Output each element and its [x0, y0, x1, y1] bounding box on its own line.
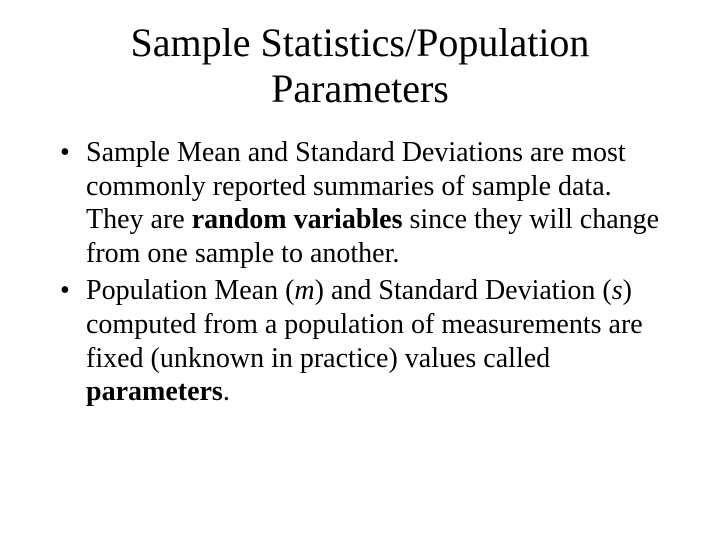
bullet-text: . [223, 376, 230, 407]
slide-title: Sample Statistics/Population Parameters [50, 20, 670, 112]
bold-text: random variables [192, 204, 403, 235]
bullet-text: Population Mean ( [86, 275, 294, 306]
slide: Sample Statistics/Population Parameters … [0, 0, 720, 540]
sigma-symbol: s [612, 275, 623, 306]
bold-text: parameters [86, 376, 223, 407]
list-item: Population Mean (m) and Standard Deviati… [60, 274, 670, 408]
bullet-text: ) and Standard Deviation ( [315, 275, 612, 306]
list-item: Sample Mean and Standard Deviations are … [60, 136, 670, 270]
mu-symbol: m [294, 275, 314, 306]
bullet-list: Sample Mean and Standard Deviations are … [60, 136, 670, 409]
